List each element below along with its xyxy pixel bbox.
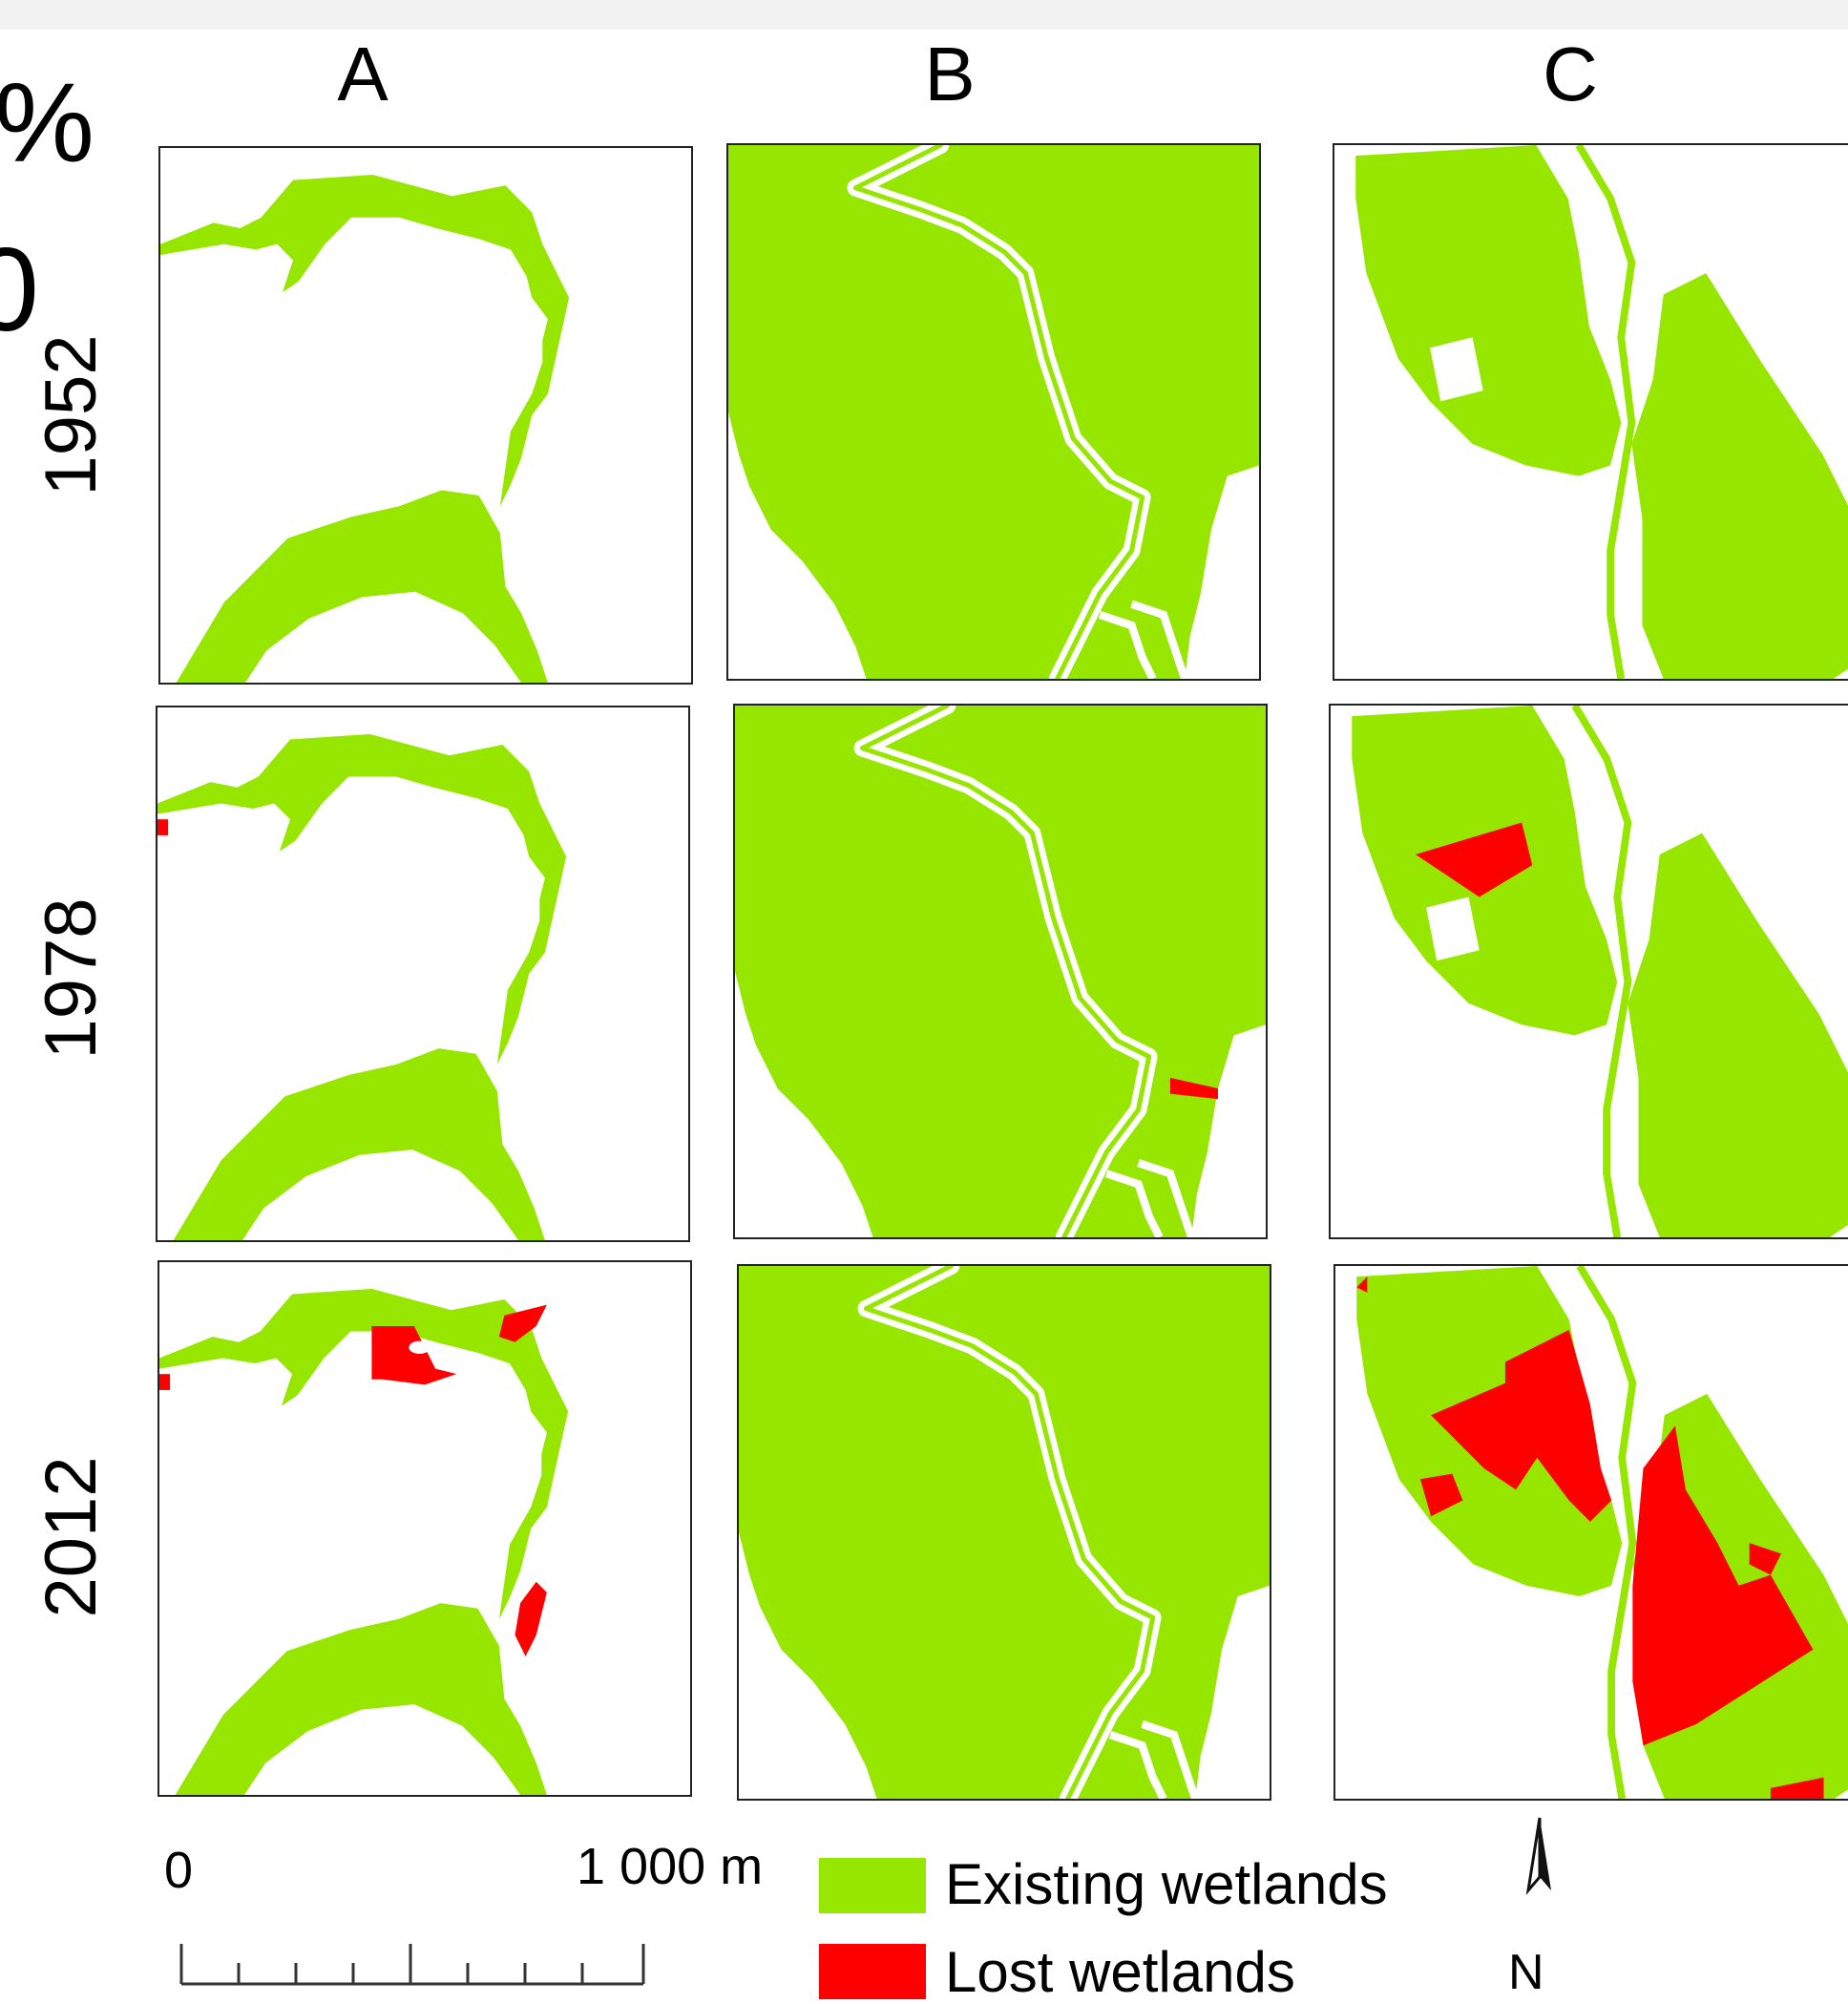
- legend-label-existing: Existing wetlands: [945, 1852, 1388, 1916]
- north-arrow-icon: [1525, 1817, 1551, 1895]
- row-label-1952: 1952: [31, 334, 112, 496]
- column-label-c: C: [1543, 32, 1598, 116]
- map-panel-c-1978: [1329, 704, 1848, 1239]
- map-panel-a-1952: [158, 146, 693, 685]
- row-label-1978: 1978: [31, 897, 112, 1060]
- cropped-text-zero: 0: [0, 224, 39, 356]
- map-panel-a-2012: [158, 1260, 692, 1797]
- cropped-text-percent: %: [0, 60, 94, 186]
- scale-bar-start-label: 0: [164, 1842, 194, 1899]
- legend-label-lost: Lost wetlands: [945, 1940, 1295, 2004]
- scale-bar-end-label: 1 000 m: [577, 1838, 764, 1895]
- north-arrow-label: N: [1508, 1945, 1544, 2000]
- map-panel-b-1952: [726, 143, 1261, 681]
- map-panel-c-2012: [1334, 1264, 1848, 1801]
- column-label-b: B: [924, 32, 976, 116]
- map-panel-b-2012: [737, 1264, 1271, 1801]
- scale-bar: [179, 1944, 645, 1986]
- map-panel-b-1978: [733, 704, 1268, 1239]
- column-label-a: A: [337, 32, 388, 116]
- map-panel-a-1978: [156, 706, 690, 1242]
- legend-swatch-existing: [819, 1858, 926, 1913]
- top-bar: [0, 0, 1848, 30]
- map-panel-c-1952: [1333, 143, 1848, 681]
- legend-swatch-lost: [819, 1944, 926, 1999]
- row-label-2012: 2012: [31, 1456, 112, 1618]
